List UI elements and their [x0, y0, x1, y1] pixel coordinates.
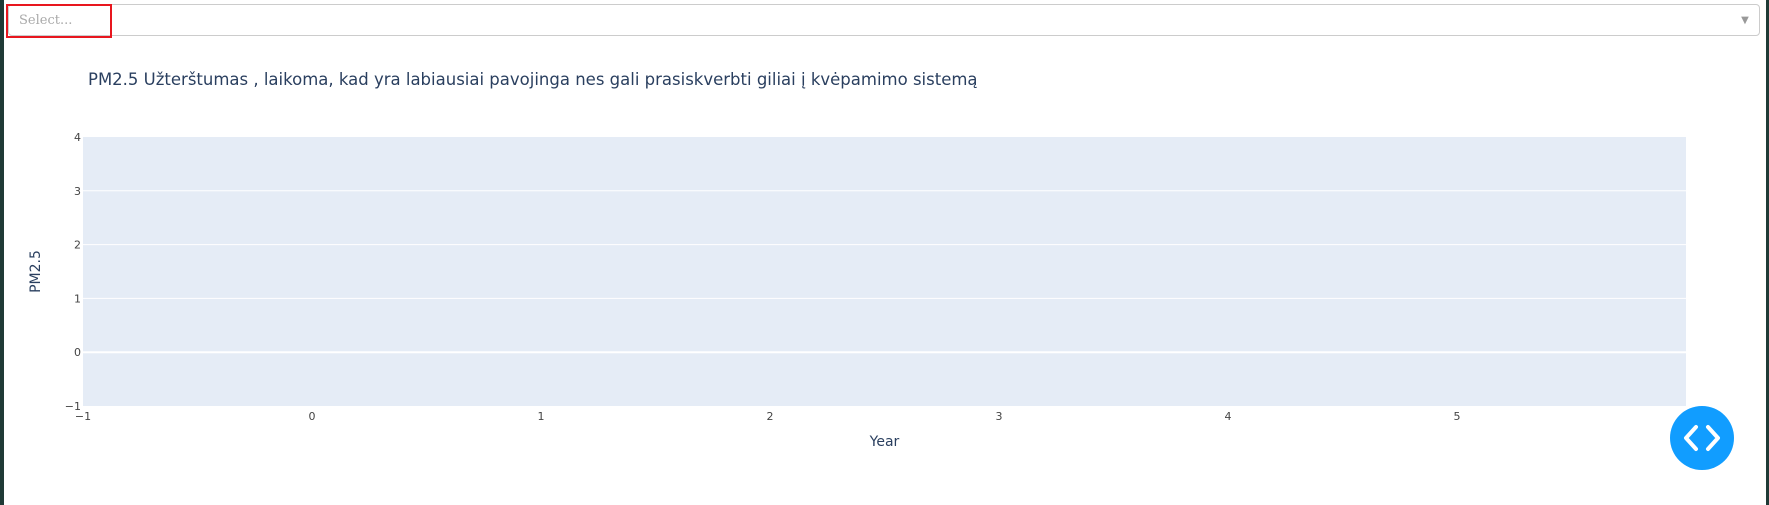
code-toggle-button[interactable] [1670, 406, 1734, 470]
chart-title: PM2.5 Užterštumas , laikoma, kad yra lab… [88, 70, 978, 89]
highlight-box [6, 4, 112, 38]
y-tick-label: 4 [74, 131, 81, 144]
y-tick-label: −1 [65, 400, 81, 413]
y-tick-label: 3 [74, 185, 81, 198]
y-axis-ticks: −1 0 1 2 3 4 [65, 131, 81, 413]
code-icon [1684, 425, 1720, 451]
y-tick-label: 2 [74, 239, 81, 252]
x-tick-label: 0 [309, 410, 316, 423]
plot-area [83, 137, 1686, 406]
x-axis-ticks: −10123456 [75, 410, 1690, 423]
x-tick-label: 2 [767, 410, 774, 423]
dropdown-placeholder: Select... [19, 13, 73, 28]
x-tick-label: 3 [996, 410, 1003, 423]
y-tick-label: 1 [74, 292, 81, 305]
x-tick-label: 5 [1454, 410, 1461, 423]
x-axis-label: Year [869, 434, 900, 450]
gridlines [83, 190, 1686, 354]
x-tick-label: 1 [538, 410, 545, 423]
chevron-down-icon[interactable]: ▼ [1741, 15, 1749, 26]
x-tick-label: 4 [1225, 410, 1232, 423]
select-dropdown[interactable]: Select... ▼ [8, 4, 1760, 36]
y-tick-label: 0 [74, 346, 81, 359]
y-axis-label: PM2.5 [28, 250, 44, 293]
x-tick-label: −1 [75, 410, 91, 423]
